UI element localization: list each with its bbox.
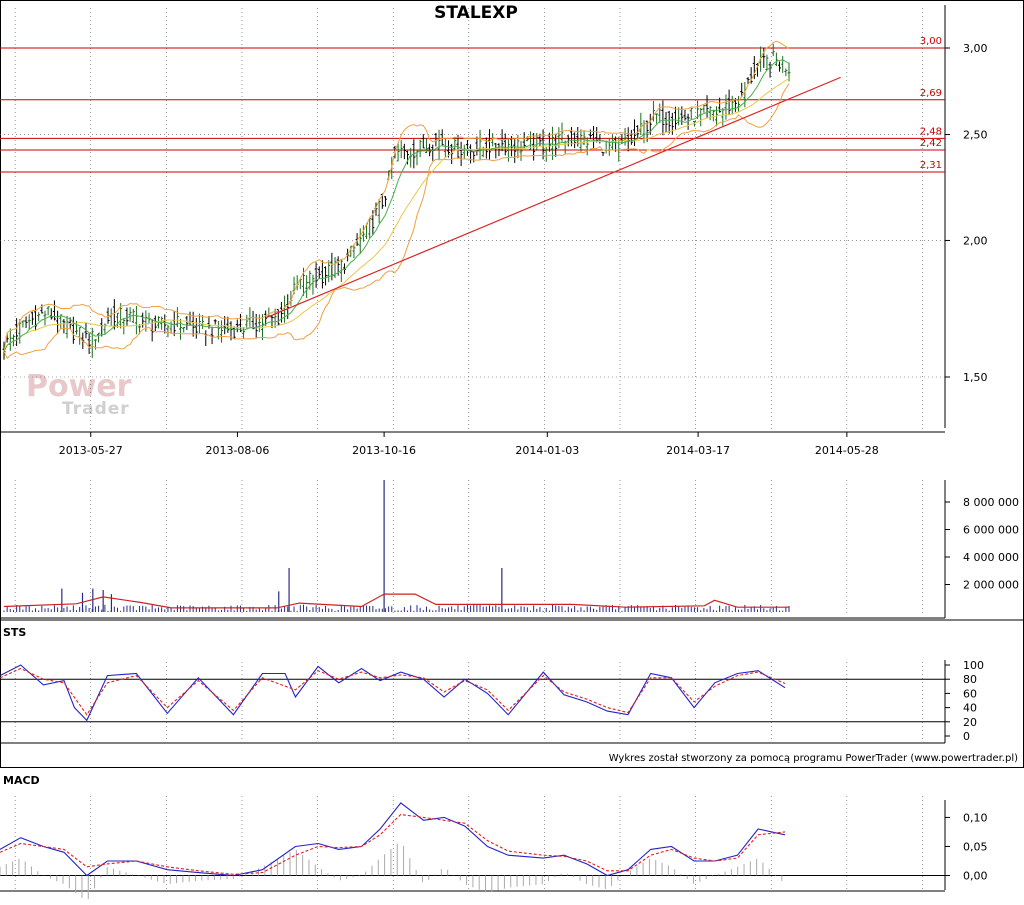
macd-tick-label: 0,05 — [963, 840, 988, 853]
price-level-label: 3,00 — [920, 36, 942, 47]
macd-tick-label: 0,10 — [963, 811, 988, 824]
sts-tick-label: 0 — [963, 730, 970, 743]
macd-tick-label: 0,00 — [963, 869, 988, 882]
sts-panel-label: STS — [3, 626, 26, 639]
watermark-line1: Power — [26, 369, 132, 404]
y-tick-label: 2,00 — [963, 234, 988, 247]
y-tick-label: 1,50 — [963, 371, 988, 384]
x-tick-label: 2014-03-17 — [666, 444, 730, 457]
x-tick-label: 2013-08-06 — [205, 444, 269, 457]
watermark-line2: Trader — [62, 399, 130, 419]
moving-average-short — [3, 59, 790, 352]
volume-tick-label: 8 000 000 — [963, 496, 1019, 509]
powertrader-watermark: Power Trader — [26, 369, 132, 419]
bollinger-lower — [3, 83, 790, 360]
y-tick-label: 3,00 — [963, 42, 988, 55]
footer-credit: Wykres został stworzony za pomocą progra… — [609, 753, 1018, 764]
main-border — [0, 0, 1024, 768]
volume-average — [3, 593, 789, 609]
sts-tick-label: 40 — [963, 702, 977, 715]
volume-tick-label: 4 000 000 — [963, 551, 1019, 564]
moving-average-long — [3, 78, 790, 352]
y-tick-label: 2,50 — [963, 129, 988, 142]
macd-panel-label: MACD — [3, 774, 40, 787]
volume-bars — [3, 480, 790, 612]
sts-k-line — [0, 664, 786, 722]
macd-histogram — [0, 843, 783, 900]
x-tick-label: 2014-05-28 — [815, 444, 879, 457]
volume-tick-label: 6 000 000 — [963, 524, 1019, 537]
x-tick-label: 2013-10-16 — [352, 444, 416, 457]
x-tick-label: 2013-05-27 — [59, 444, 123, 457]
price-bars — [2, 43, 791, 360]
volume-tick-label: 2 000 000 — [963, 579, 1019, 592]
macd-line — [0, 802, 786, 877]
sts-tick-label: 60 — [963, 687, 977, 700]
macd-signal-line — [0, 813, 786, 875]
bollinger-upper — [3, 40, 790, 352]
trendline — [266, 76, 841, 319]
price-level-label: 2,48 — [920, 126, 942, 137]
x-tick-label: 2014-01-03 — [515, 444, 579, 457]
price-level-label: 2,42 — [920, 138, 942, 149]
sts-tick-label: 80 — [963, 673, 977, 686]
sts-tick-label: 100 — [963, 659, 984, 672]
sts-d-line — [0, 667, 786, 716]
price-level-label: 2,69 — [920, 88, 942, 99]
price-level-label: 2,31 — [920, 160, 942, 171]
chart-marks: 2013-05-27 2013-08-06 2013-10-16 2014-01-03… — [0, 8, 1019, 900]
chart-title: STALEXP — [434, 3, 518, 23]
sts-tick-label: 20 — [963, 716, 977, 729]
